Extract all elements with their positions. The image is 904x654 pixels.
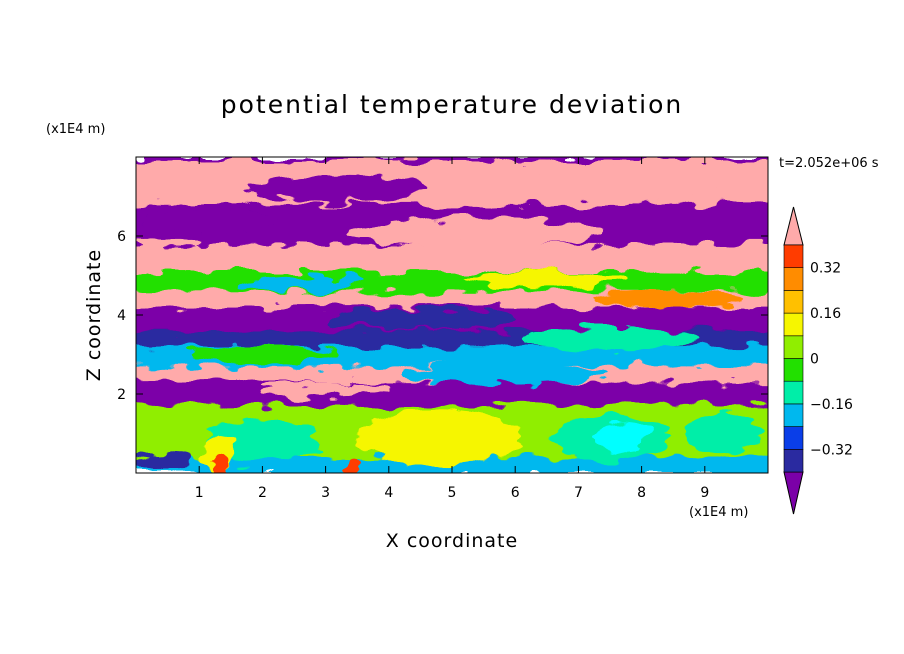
x-tick-label: 2	[258, 485, 267, 501]
field-blob	[401, 364, 604, 385]
x-tick-label: 6	[511, 485, 520, 501]
colorbar-tick-label: −0.32	[810, 442, 853, 458]
field-band	[136, 243, 768, 273]
x-unit-label: (x1E4 m)	[689, 505, 748, 520]
field-blob	[346, 455, 362, 473]
field-blob	[594, 421, 652, 454]
colorbar-tick-label: 0	[810, 352, 819, 368]
field-blob	[205, 419, 320, 464]
y-tick-label: 2	[117, 387, 126, 403]
colorbar-cell	[783, 290, 804, 314]
colorbar: 0.32 0.16 0 −0.16 −0.32	[783, 206, 853, 515]
field-blob	[325, 309, 516, 329]
colorbar-cell	[783, 403, 804, 427]
field-blob	[350, 218, 604, 246]
x-tick-label: 5	[448, 485, 457, 501]
chart-title: potential temperature deviation	[221, 90, 683, 119]
field-blob	[357, 409, 522, 466]
y-unit-label: (x1E4 m)	[46, 122, 105, 137]
field-blob	[249, 174, 427, 203]
field-blob	[237, 276, 364, 291]
x-tick-label: 8	[637, 485, 646, 501]
colorbar-tick-label: 0.32	[810, 261, 841, 277]
x-tick-label: 1	[195, 485, 204, 501]
colorbar-cell	[783, 426, 804, 450]
field-band	[136, 271, 768, 293]
field-blob	[213, 455, 229, 473]
colorbar-tick-label: −0.16	[810, 397, 853, 413]
colorbar-extend-bottom	[783, 471, 804, 515]
field-blob	[521, 326, 699, 351]
colorbar-cell	[783, 448, 804, 473]
x-tick-label: 7	[574, 485, 583, 501]
x-tick-label: 3	[321, 485, 330, 501]
x-tick-label: 9	[700, 485, 709, 501]
field-blob	[515, 168, 718, 201]
colorbar-cell	[783, 335, 804, 359]
y-tick-label: 6	[117, 229, 126, 245]
y-axis-label: Z coordinate	[83, 249, 105, 381]
time-label: t=2.052e+06 s	[779, 156, 879, 171]
colorbar-cell	[783, 358, 804, 382]
y-axis-ticks: 2 4 6	[117, 229, 768, 403]
field-band	[136, 382, 768, 407]
x-axis-ticks: 1 2 3 4 5 6 7 8 9	[195, 157, 709, 501]
y-tick-label: 4	[117, 308, 126, 324]
field-blob	[464, 271, 629, 288]
x-tick-label: 4	[384, 485, 393, 501]
colorbar-cell	[783, 380, 804, 405]
field-blob	[186, 346, 339, 363]
colorbar-cell	[783, 244, 804, 269]
field-blob	[262, 382, 389, 398]
field-blob	[685, 413, 762, 454]
colorbar-extend-top	[783, 206, 804, 246]
field-band	[136, 457, 768, 473]
colorbar-tick-label: 0.16	[810, 306, 841, 322]
field-blob	[136, 451, 193, 472]
heatmap-field	[136, 157, 768, 473]
colorbar-cell	[783, 267, 804, 291]
field-blob	[142, 208, 282, 233]
field-layers	[136, 157, 768, 473]
x-axis-label: X coordinate	[386, 530, 518, 552]
colorbar-cell	[783, 312, 804, 337]
field-blob	[591, 291, 743, 308]
